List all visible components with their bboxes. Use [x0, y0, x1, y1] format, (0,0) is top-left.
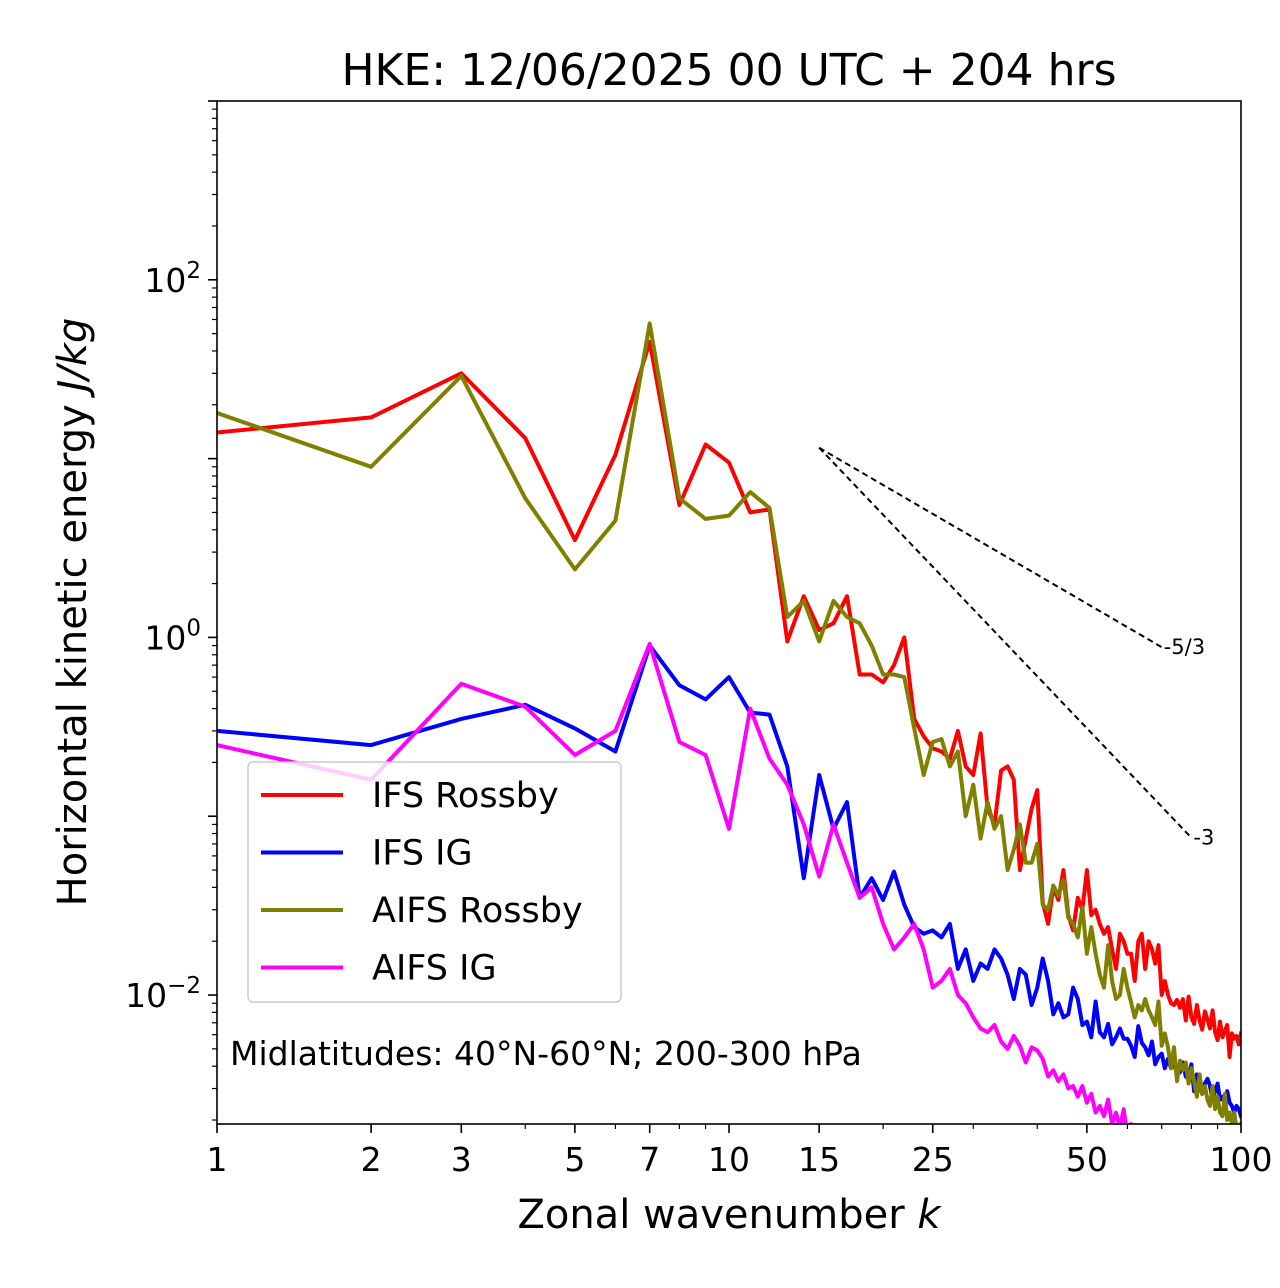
y-tick-label: 100: [144, 615, 201, 657]
region-annotation: Midlatitudes: 40°N-60°N; 200-300 hPa: [230, 1034, 862, 1073]
x-tick-label: 15: [798, 1140, 840, 1179]
legend: IFS Rossby IFS IG AIFS Rossby AIFS IG: [247, 761, 622, 1003]
y-axis-label: Horizontal kinetic energy J/kg: [50, 318, 96, 907]
legend-box: [247, 761, 622, 1003]
x-tick-label: 25: [912, 1140, 954, 1179]
reference-line-1: [818, 447, 1193, 839]
x-tick-label: 50: [1066, 1140, 1108, 1179]
x-axis-label: Zonal wavenumber k: [517, 1192, 942, 1238]
legend-label-0: IFS Rossby: [372, 776, 559, 816]
series-line-2: [217, 321, 1241, 1124]
y-axis: 10−2 100 102: [125, 100, 217, 1121]
legend-label-3: AIFS IG: [372, 949, 497, 989]
x-axis: 1 2 3 5 7 10 15 25 50 100: [207, 1124, 1273, 1179]
x-tick-label: 10: [708, 1140, 750, 1179]
x-tick-label: 5: [564, 1140, 585, 1179]
legend-label-2: AIFS Rossby: [372, 891, 583, 931]
chart-title: HKE: 12/06/2025 00 UTC + 204 hrs: [341, 45, 1116, 96]
y-tick-label: 10−2: [125, 973, 201, 1015]
x-tick-label: 7: [639, 1140, 660, 1179]
reference-lines: -5/3 -3: [818, 446, 1214, 850]
legend-label-1: IFS IG: [372, 834, 473, 874]
x-tick-label: 100: [1210, 1140, 1273, 1179]
reference-label-0: -5/3: [1164, 635, 1205, 659]
y-tick-label: 102: [144, 258, 201, 300]
y-axis-label-unit: J/kg: [50, 318, 96, 399]
reference-line-0: [818, 446, 1163, 649]
x-tick-label: 2: [361, 1140, 382, 1179]
x-tick-label: 3: [451, 1140, 472, 1179]
y-axis-label-text: Horizontal kinetic energy: [50, 404, 96, 906]
series-line-0: [217, 339, 1241, 1059]
series-line-3: [217, 641, 1134, 1124]
reference-label-1: -3: [1193, 826, 1214, 850]
x-tick-label: 1: [207, 1140, 228, 1179]
series-layer: [217, 321, 1241, 1124]
x-axis-label-text: Zonal wavenumber: [517, 1192, 905, 1238]
x-axis-label-symbol: k: [917, 1192, 942, 1238]
